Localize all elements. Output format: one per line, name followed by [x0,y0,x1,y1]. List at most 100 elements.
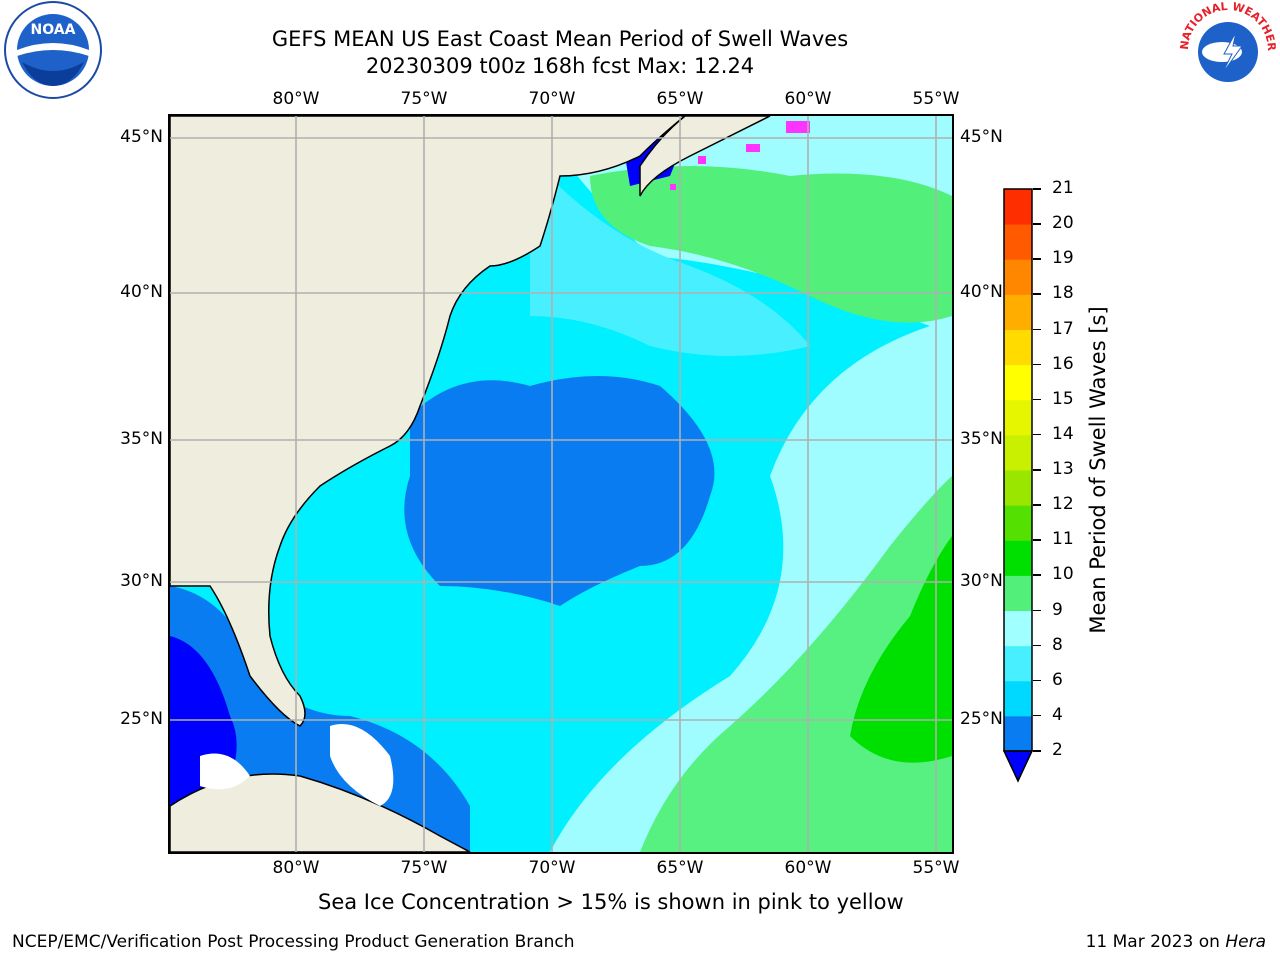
sea-ice-note: Sea Ice Concentration > 15% is shown in … [318,890,904,914]
lon-label-bottom-70w: 70°W [528,858,576,878]
colorbar-tick-label: 17 [1052,318,1074,339]
colorbar-svg [1002,188,1034,783]
field-9-10s-southeast [640,476,952,852]
graticule [170,116,952,852]
colorbar-segment [1004,610,1032,647]
field-6-8s-north [530,156,810,356]
colorbar-tick-label: 18 [1052,283,1074,304]
footer-date: 11 Mar 2023 on Hera [1086,932,1266,952]
colorbar-segment [1004,645,1032,682]
colorbar-segment [1004,434,1032,471]
colorbar-tick-label: 14 [1052,423,1074,444]
lon-label-bottom-65w: 65°W [656,858,704,878]
map-canvas [170,116,952,852]
lon-label-bottom-80w: 80°W [272,858,320,878]
land-us-east-coast [170,116,687,727]
colorbar-tick-mark [1033,398,1041,401]
colorbar-segment [1004,189,1032,225]
colorbar-segment [1004,575,1032,611]
colorbar-tick-mark [1033,679,1041,682]
footer-machine: Hera [1225,932,1266,952]
colorbar-tick-mark [1033,469,1041,471]
colorbar-tick-label: 13 [1052,459,1074,479]
lon-label-bottom-55w: 55°W [912,858,960,878]
colorbar-tick-label: 15 [1052,388,1074,409]
lat-label-right-25n: 25°N [960,709,1003,729]
sea-ice-patch-3 [698,156,706,164]
sea-ice-patch-2 [746,144,760,152]
sea-ice-patch-1 [786,121,810,133]
footer-producer: NCEP/EMC/Verification Post Processing Pr… [12,932,575,952]
field-10-11s-core [850,536,952,763]
colorbar-tick-label: 10 [1052,564,1074,585]
colorbar-segment [1004,680,1032,717]
colorbar-tick-label: 21 [1052,178,1074,198]
noaa-logo: NOAA [2,0,104,100]
colorbar-outline [1003,188,1033,752]
colorbar-tick-mark [1033,574,1041,576]
colorbar-segment [1004,540,1032,576]
lat-label-right-45n: 45°N [960,127,1003,147]
colorbar-tick-mark [1033,714,1041,717]
lat-label-right-35n: 35°N [960,429,1003,449]
colorbar-tick-label: 9 [1052,599,1063,620]
lon-label-top-60w: 60°W [784,89,832,109]
colorbar-segment [1004,224,1032,260]
lat-label-left-30n: 30°N [120,571,163,591]
colorbar-tick-mark [1033,363,1041,366]
map-subtitle: 20230309 t00z 168h fcst Max: 12.24 [365,54,755,78]
colorbar-segment [1004,364,1032,401]
lat-label-right-30n: 30°N [960,571,1003,591]
lat-label-left-25n: 25°N [120,709,163,729]
colorbar-tick-mark [1033,258,1041,260]
field-2-4s-central [404,376,715,606]
lat-label-left-35n: 35°N [120,429,163,449]
colorbar-segment [1004,470,1032,506]
colorbar-tick-label: 4 [1052,704,1063,725]
map-title: GEFS MEAN US East Coast Mean Period of S… [271,27,849,51]
colorbar-tick-mark [1033,609,1041,611]
land-nova-scotia [639,116,771,197]
colorbar-tick-mark [1033,293,1041,295]
colorbar-tick-mark [1033,188,1041,190]
colorbar-tick-mark [1033,539,1041,541]
lon-label-bottom-60w: 60°W [784,858,832,878]
nws-logo: NATIONAL WEATHER SERVICE [1174,0,1278,100]
lat-label-left-40n: 40°N [120,282,163,302]
swell-period-map[interactable] [168,114,954,854]
colorbar-tick-mark [1033,644,1041,647]
lat-label-right-40n: 40°N [960,282,1003,302]
colorbar [1002,187,1034,787]
colorbar-tick-label: 12 [1052,494,1074,515]
lon-label-top-75w: 75°W [400,89,448,109]
colorbar-tick-label: 16 [1052,353,1074,374]
noaa-logo-text: NOAA [31,22,76,38]
colorbar-segment [1004,399,1032,436]
colorbar-segment [1004,294,1032,330]
colorbar-tick-label: 2 [1052,740,1063,760]
colorbar-segment [1004,259,1032,295]
colorbar-tick-label: 11 [1052,529,1074,550]
colorbar-tick-mark [1033,750,1041,752]
colorbar-extend-arrow [1002,750,1034,783]
lon-label-top-80w: 80°W [272,89,320,109]
lon-label-top-65w: 65°W [656,89,704,109]
colorbar-tick-label: 8 [1052,634,1063,655]
lon-label-top-70w: 70°W [528,89,576,109]
colorbar-tick-label: 20 [1052,213,1074,234]
colorbar-tick-mark [1033,223,1041,225]
colorbar-segment [1004,329,1032,366]
no-data-bahamas [330,724,394,806]
colorbar-tick-label: 19 [1052,248,1074,269]
lon-label-bottom-75w: 75°W [400,858,448,878]
lat-label-left-45n: 45°N [120,127,163,147]
lon-label-top-55w: 55°W [912,89,960,109]
colorbar-tick-label: 6 [1052,669,1063,690]
sea-ice-patch-4 [670,184,676,190]
colorbar-segment [1004,715,1032,752]
colorbar-tick-mark [1033,433,1041,436]
colorbar-tick-mark [1033,328,1041,330]
footer-date-text: 11 Mar 2023 on [1085,932,1226,952]
colorbar-tick-mark [1033,504,1041,506]
colorbar-label: Mean Period of Swell Waves [s] [1086,306,1110,634]
